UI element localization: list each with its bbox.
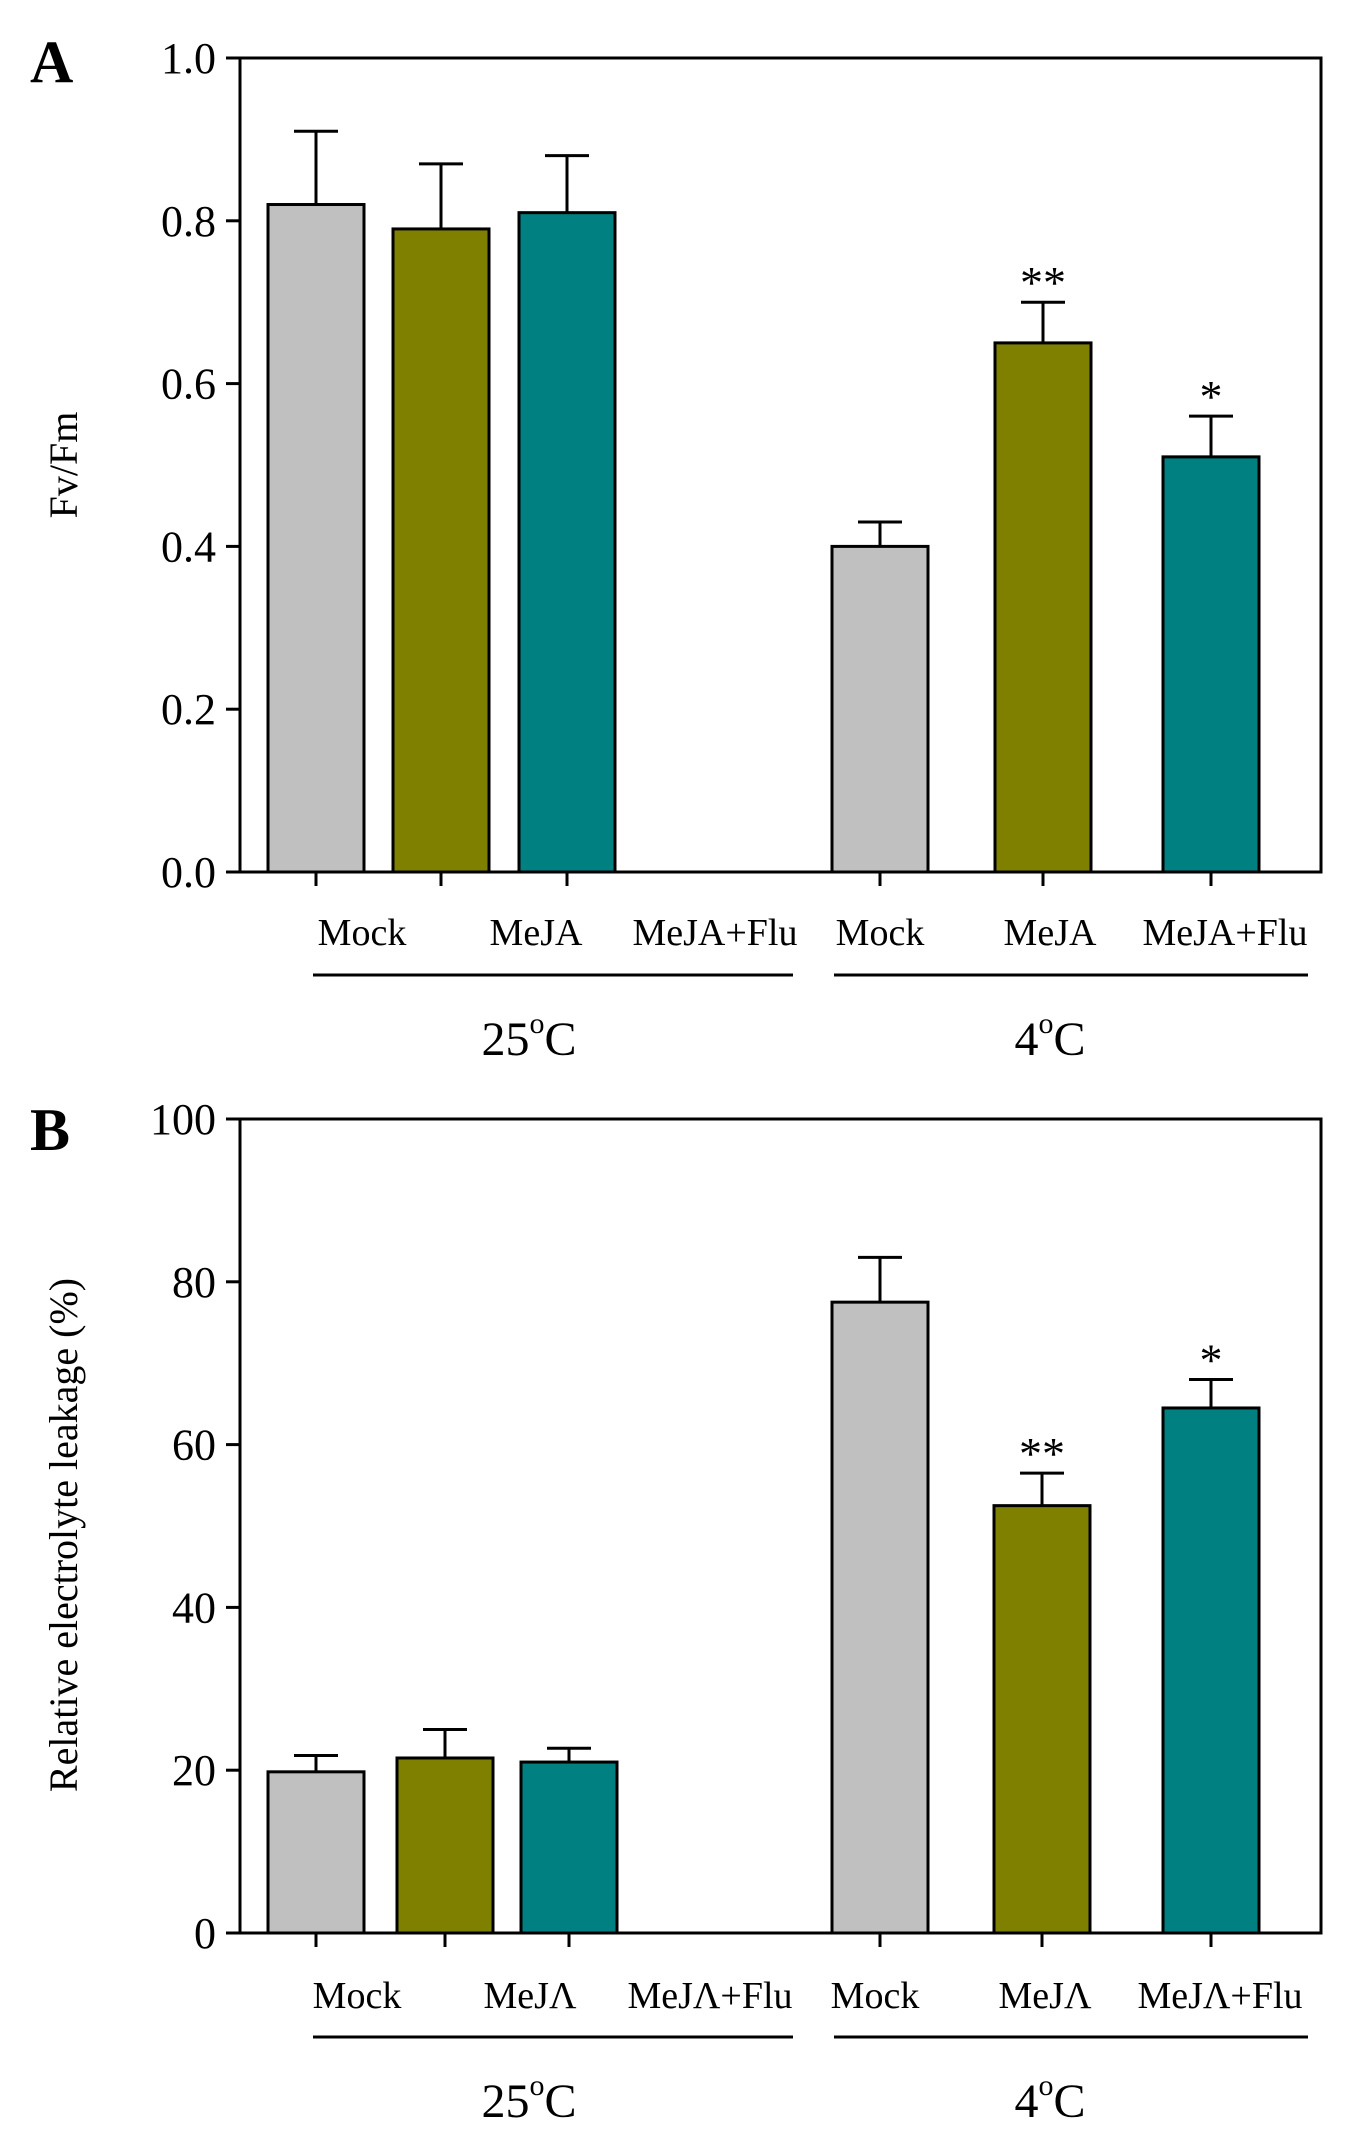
panel-b-category-label-1: Mock [313, 1975, 402, 2017]
panel-a-y-tick-label: 0.8 [161, 197, 216, 246]
panel-a-group-4c-number: 4 [1014, 1013, 1038, 1066]
panel-a-bar-6 [1161, 455, 1261, 874]
panel-b-y-tick-label: 40 [172, 1583, 216, 1632]
panel-b-bar-2 [395, 1756, 495, 1935]
panel-b-y-tick-label: 60 [172, 1421, 216, 1470]
panel-b-group-label-4c: 4oC [1014, 2069, 1085, 2128]
panel-b-bar-4 [830, 1300, 930, 1935]
panel-a-group-25c-unit: C [544, 1013, 576, 1066]
panel-a-category-label-6: MeJA+Flu [1142, 912, 1307, 954]
panel-a-group-4c-degree: o [1038, 1007, 1053, 1040]
panel-b-group-4c-degree: o [1038, 2069, 1053, 2102]
panel-a: A Fv/Fm 0.00.20.40.60.81.0 *** Mock MeJA M… [30, 29, 1323, 1066]
panel-b-category-labels: Mock MeJΛ MeJΛ+Flu Mock MeJΛ MeJΛ+Flu [313, 1975, 1303, 2017]
panel-b-category-label-4: Mock [831, 1975, 920, 2017]
panel-a-significance-5: ** [1020, 257, 1066, 308]
panel-b-category-label-3: MeJΛ+Flu [627, 1975, 792, 2017]
panel-b-bar-1 [266, 1770, 366, 1935]
panel-b-group-25c-unit: C [544, 2075, 576, 2128]
panel-a-bar-2 [391, 227, 491, 874]
panel-a-bar-1 [266, 203, 366, 874]
panel-a-group-label-25c: 25oC [481, 1007, 576, 1066]
panel-a-category-label-5: MeJA [1004, 912, 1097, 954]
panel-a-plot-frame [238, 56, 1323, 874]
panel-b-category-label-6: MeJΛ+Flu [1137, 1975, 1302, 2017]
panel-a-y-tick-label: 0.0 [161, 848, 216, 897]
panel-a-bar-5 [993, 341, 1093, 874]
panel-a-bars: *** [266, 129, 1261, 886]
panel-a-y-axis-label: Fv/Fm [41, 412, 86, 519]
panel-b-y-tick-label: 0 [194, 1909, 216, 1958]
panel-b-group-25c-number: 25 [481, 2075, 529, 2128]
panel-b-y-ticks: 0 20 40 60 80 100 [150, 1095, 240, 1958]
panel-b-letter: B [30, 1097, 70, 1163]
panel-b-group-4c-unit: C [1053, 2075, 1085, 2128]
panel-b-significance-6: * [1200, 1334, 1223, 1385]
panel-a-category-label-2: MeJA [490, 912, 583, 954]
panel-b-group-label-25c: 25oC [481, 2069, 576, 2128]
panel-b-significance-5: ** [1019, 1428, 1065, 1479]
panel-a-category-label-3: MeJA+Flu [632, 912, 797, 954]
panel-b-y-tick-label: 20 [172, 1746, 216, 1795]
panel-a-y-tick-label: 1.0 [161, 34, 216, 83]
panel-a-y-tick-label: 0.4 [161, 522, 216, 571]
panel-a-category-labels: Mock MeJA MeJA+Flu Mock MeJA MeJA+Flu [318, 912, 1308, 954]
panel-b-bar-6 [1161, 1406, 1261, 1935]
panel-a-y-ticks: 0.0 0.2 0.4 0.6 0.8 1.0 [161, 34, 240, 897]
panel-b-group-4c-number: 4 [1014, 2075, 1038, 2128]
panel-b-category-label-2: MeJΛ [484, 1975, 577, 2017]
panel-a-bar-4 [830, 544, 930, 874]
panel-a-bar-3 [517, 211, 617, 874]
panel-b-y-tick-label: 100 [150, 1095, 216, 1144]
panel-a-category-label-1: Mock [318, 912, 407, 954]
panel-b-y-axis-label: Relative electrolyte leakage (%) [41, 1278, 86, 1792]
panel-a-group-25c-degree: o [529, 1007, 544, 1040]
panel-b-y-tick-label: 80 [172, 1258, 216, 1307]
panel-a-letter: A [30, 29, 73, 95]
panel-b-bar-5 [992, 1504, 1092, 1935]
panel-b-plot-frame [238, 1117, 1323, 1935]
panel-b: B Relative electrolyte leakage (%) 02040… [30, 1095, 1323, 2128]
panel-b-category-label-5: MeJΛ [999, 1975, 1092, 2017]
panel-a-y-tick-label: 0.6 [161, 360, 216, 409]
panel-a-group-25c-number: 25 [481, 1013, 529, 1066]
panel-b-group-25c-degree: o [529, 2069, 544, 2102]
panel-a-group-label-4c: 4oC [1014, 1007, 1085, 1066]
panel-a-category-label-4: Mock [836, 912, 925, 954]
panel-a-group-4c-unit: C [1053, 1013, 1085, 1066]
panel-b-bars: *** [266, 1255, 1261, 1947]
panel-a-significance-6: * [1200, 371, 1223, 422]
panel-b-bar-3 [519, 1760, 619, 1935]
panel-a-y-tick-label: 0.2 [161, 685, 216, 734]
